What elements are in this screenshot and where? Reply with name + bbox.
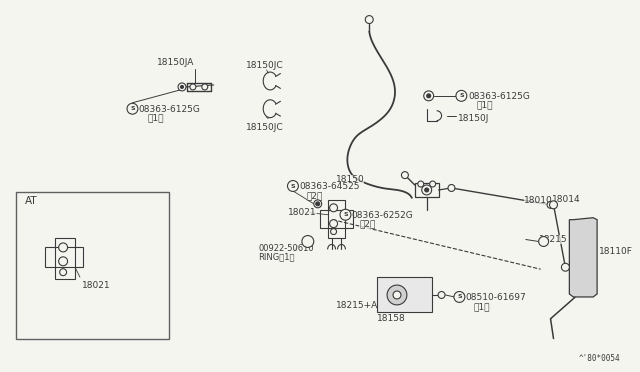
- Bar: [320, 210, 353, 228]
- Text: 18110F: 18110F: [599, 247, 633, 256]
- Circle shape: [425, 188, 429, 192]
- Text: 18010: 18010: [524, 196, 552, 205]
- Circle shape: [302, 235, 314, 247]
- Circle shape: [550, 201, 557, 209]
- Text: （1）: （1）: [473, 302, 490, 311]
- Circle shape: [539, 237, 548, 246]
- Circle shape: [331, 229, 337, 234]
- Circle shape: [424, 91, 434, 101]
- Circle shape: [387, 285, 407, 305]
- Text: 18158: 18158: [377, 314, 406, 323]
- Text: 18215+A: 18215+A: [335, 301, 378, 310]
- Circle shape: [127, 103, 138, 114]
- Circle shape: [190, 84, 196, 90]
- Circle shape: [180, 86, 184, 89]
- Circle shape: [422, 185, 431, 195]
- Text: 18021: 18021: [82, 281, 111, 290]
- Circle shape: [60, 269, 67, 276]
- Bar: [55, 237, 75, 279]
- Text: RING（1）: RING（1）: [259, 252, 295, 262]
- Circle shape: [178, 83, 186, 91]
- Text: S: S: [343, 212, 348, 217]
- Text: 08363-6125G: 08363-6125G: [468, 92, 530, 101]
- Text: 18150JC: 18150JC: [246, 61, 284, 70]
- Circle shape: [202, 84, 208, 90]
- Text: S: S: [291, 183, 295, 189]
- Circle shape: [456, 90, 467, 101]
- Text: （1）: （1）: [476, 101, 493, 110]
- Text: 18014: 18014: [552, 195, 580, 204]
- Text: 18215: 18215: [539, 234, 567, 244]
- Text: （2）: （2）: [307, 191, 323, 200]
- Text: 18150JC: 18150JC: [246, 123, 284, 132]
- Bar: [377, 277, 431, 312]
- Circle shape: [401, 171, 408, 179]
- Circle shape: [427, 94, 431, 98]
- Circle shape: [438, 292, 445, 298]
- Text: 18021: 18021: [288, 208, 317, 217]
- Text: （2）: （2）: [359, 220, 376, 229]
- Circle shape: [393, 291, 401, 299]
- Circle shape: [547, 201, 554, 208]
- Text: 08510-61697: 08510-61697: [465, 293, 526, 302]
- Circle shape: [561, 263, 570, 271]
- Circle shape: [330, 220, 337, 228]
- Bar: [328, 200, 346, 237]
- Bar: [45, 247, 83, 267]
- Text: S: S: [130, 106, 135, 111]
- Text: 08363-6125G: 08363-6125G: [138, 105, 200, 114]
- Circle shape: [429, 181, 436, 187]
- Polygon shape: [570, 218, 597, 297]
- Text: 18150JA: 18150JA: [157, 58, 195, 67]
- Text: AT: AT: [24, 196, 37, 206]
- Circle shape: [314, 200, 322, 208]
- Circle shape: [287, 180, 298, 192]
- Text: 08363-64525: 08363-64525: [299, 182, 360, 191]
- Text: S: S: [459, 93, 464, 98]
- Circle shape: [330, 204, 337, 212]
- Circle shape: [59, 243, 68, 252]
- Circle shape: [59, 257, 68, 266]
- Text: （1）: （1）: [147, 114, 164, 123]
- Circle shape: [340, 209, 351, 220]
- Text: 18150J: 18150J: [458, 114, 490, 123]
- Bar: [15, 192, 169, 339]
- Circle shape: [454, 292, 465, 302]
- Circle shape: [365, 16, 373, 23]
- Bar: [415, 183, 438, 197]
- Text: 00922-50610: 00922-50610: [259, 244, 314, 253]
- Text: 08363-6252G: 08363-6252G: [351, 211, 413, 220]
- Text: 18150: 18150: [335, 175, 364, 184]
- Circle shape: [316, 202, 320, 206]
- Circle shape: [418, 181, 424, 187]
- Text: S: S: [457, 295, 461, 299]
- Text: ^'80*0054: ^'80*0054: [579, 355, 620, 363]
- Circle shape: [448, 185, 455, 192]
